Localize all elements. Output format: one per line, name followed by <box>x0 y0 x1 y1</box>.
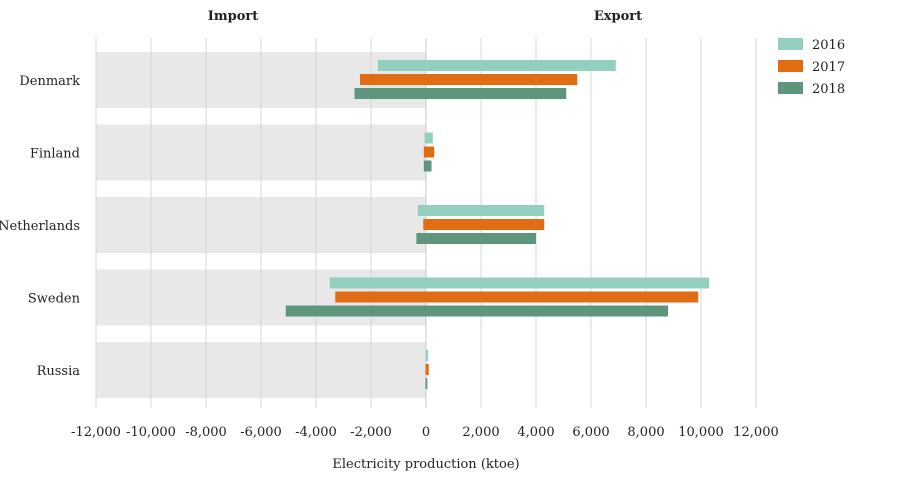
legend-label: 2016 <box>812 38 845 53</box>
x-tick-label: -10,000 <box>126 425 176 440</box>
bar-import <box>377 60 426 71</box>
x-tick-label: -4,000 <box>295 425 337 440</box>
x-tick-labels: -12,000 -10,000 -8,000 -6,000 -4,000 -2,000 0 2… <box>71 425 779 440</box>
bar-export <box>426 205 545 216</box>
bar-export <box>426 277 710 289</box>
category-label: Denmark <box>19 74 80 89</box>
x-tick-label: 12,000 <box>733 425 779 440</box>
gridlines <box>95 38 757 408</box>
bar-import <box>354 88 426 99</box>
bar-export <box>426 146 435 158</box>
bar-import <box>425 378 427 389</box>
x-tick-label: 6,000 <box>572 425 609 440</box>
bar-export <box>426 350 429 361</box>
import-header: Import <box>208 9 258 24</box>
bar-export <box>426 233 536 244</box>
bar-export <box>426 305 668 317</box>
bar-import <box>335 291 426 303</box>
bar-import <box>425 350 427 361</box>
bar-export <box>426 378 428 389</box>
legend-swatch <box>778 60 803 72</box>
bar-export <box>426 364 429 375</box>
x-tick-label: -2,000 <box>350 425 392 440</box>
category-label: Finland <box>30 147 80 162</box>
bars <box>285 60 710 389</box>
bar-export <box>426 132 433 144</box>
legend-swatch <box>778 82 803 94</box>
legend-label: 2017 <box>812 60 845 75</box>
export-header: Export <box>594 9 642 24</box>
bar-import <box>423 146 426 158</box>
bar-import <box>417 205 426 216</box>
category-label: Netherlands <box>0 219 80 234</box>
bar-import <box>285 305 426 317</box>
x-tick-label: 10,000 <box>678 425 724 440</box>
legend-label: 2018 <box>812 82 845 97</box>
x-tick-label: -12,000 <box>71 425 121 440</box>
x-axis-title: Electricity production (ktoe) <box>332 457 519 472</box>
bar-import <box>425 364 427 375</box>
x-tick-label: -8,000 <box>185 425 227 440</box>
x-tick-label: 8,000 <box>627 425 664 440</box>
bar-import <box>423 219 426 230</box>
bar-export <box>426 74 578 85</box>
bar-export <box>426 160 432 172</box>
bar-import <box>423 160 426 172</box>
bar-export <box>426 88 567 99</box>
bar-export <box>426 219 545 230</box>
x-tick-label: 4,000 <box>517 425 554 440</box>
x-tick-label: 2,000 <box>462 425 499 440</box>
bar-import <box>360 74 426 85</box>
x-tick-label: -6,000 <box>240 425 282 440</box>
legend: 2016 2017 2018 <box>778 38 845 97</box>
bar-import <box>416 233 426 244</box>
category-labels: Denmark Finland Netherlands Sweden Russia <box>0 74 81 379</box>
bar-import <box>329 277 426 289</box>
legend-swatch <box>778 38 803 50</box>
bar-import <box>424 132 426 144</box>
x-tick-label: 0 <box>422 425 430 440</box>
category-label: Russia <box>37 364 81 379</box>
bar-export <box>426 60 616 71</box>
category-label: Sweden <box>28 292 81 307</box>
bar-export <box>426 291 699 303</box>
